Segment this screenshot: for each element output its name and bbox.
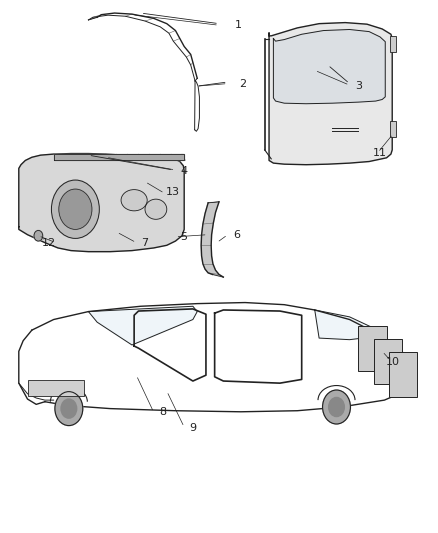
Bar [390, 36, 396, 52]
Circle shape [34, 230, 43, 241]
Text: 3: 3 [355, 81, 362, 91]
Text: 13: 13 [166, 187, 180, 197]
Text: 5: 5 [181, 232, 187, 243]
Text: 12: 12 [42, 238, 57, 248]
Text: 7: 7 [141, 238, 148, 248]
Circle shape [59, 189, 92, 229]
Circle shape [51, 180, 99, 238]
Text: 2: 2 [240, 78, 247, 88]
Polygon shape [273, 29, 385, 104]
Polygon shape [88, 306, 197, 345]
Bar [374, 340, 402, 384]
Circle shape [328, 398, 344, 417]
Polygon shape [315, 310, 376, 340]
Text: 8: 8 [159, 407, 166, 417]
Circle shape [61, 399, 77, 418]
Text: 11: 11 [373, 148, 387, 158]
Ellipse shape [121, 190, 147, 211]
Text: 1: 1 [235, 20, 242, 30]
Polygon shape [53, 154, 184, 160]
Polygon shape [19, 154, 184, 252]
Text: 4: 4 [180, 166, 188, 176]
Bar [389, 352, 417, 397]
Polygon shape [201, 202, 223, 277]
Text: 9: 9 [189, 423, 197, 433]
Bar [28, 381, 84, 397]
Ellipse shape [145, 199, 167, 219]
Polygon shape [269, 22, 392, 165]
Text: 6: 6 [233, 230, 240, 240]
Circle shape [55, 392, 83, 425]
Text: 10: 10 [386, 357, 400, 367]
Bar [358, 326, 387, 371]
Bar [390, 120, 396, 136]
Circle shape [322, 390, 350, 424]
